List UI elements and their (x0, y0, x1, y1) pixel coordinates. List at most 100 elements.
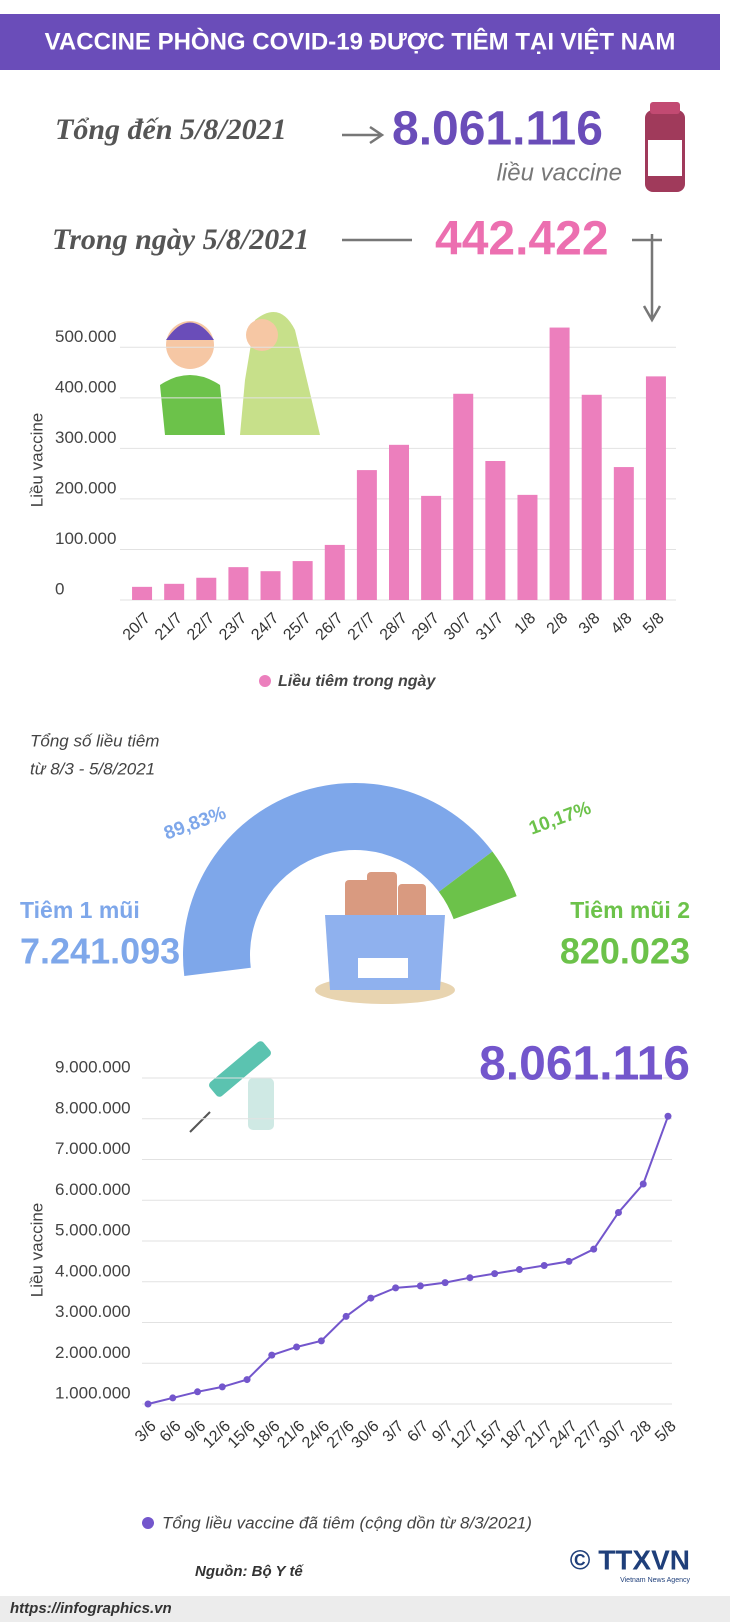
pie-title: Tổng số liều tiêm (30, 731, 159, 750)
today-label: Trong ngày 5/8/2021 (52, 223, 309, 256)
bar (645, 376, 666, 600)
y-tick-label: 4.000.000 (55, 1261, 131, 1280)
x-tick-label: 30/6 (349, 1418, 383, 1452)
y-tick-label: 1.000.000 (55, 1384, 131, 1403)
x-tick-label: 25/7 (280, 610, 314, 644)
point (466, 1274, 474, 1282)
bar (453, 393, 474, 600)
y-tick-label: 7.000.000 (55, 1139, 131, 1158)
point (169, 1394, 177, 1402)
y-tick-label: 6.000.000 (55, 1180, 131, 1199)
x-tick-label: 26/7 (313, 610, 347, 644)
bar (421, 495, 442, 600)
pie-slice (438, 851, 517, 920)
total-label: Tổng đến 5/8/2021 (55, 113, 287, 146)
y-tick-label: 2.000.000 (55, 1343, 131, 1362)
line (147, 1115, 669, 1406)
title: VACCINE PHÒNG COVID-19 ĐƯỢC TIÊM TẠI VIỆ… (45, 27, 676, 55)
bar (260, 571, 281, 600)
bar (196, 577, 217, 600)
bar (389, 444, 409, 600)
vial-icon (645, 102, 685, 192)
x-tick-label: 30/7 (596, 1418, 630, 1452)
x-tick-label: 2/8 (627, 1418, 655, 1446)
slice-total: 820.023 (560, 931, 690, 972)
x-tick-label: 2/8 (544, 610, 572, 638)
point (565, 1257, 573, 1265)
x-tick-label: 3/6 (132, 1418, 160, 1446)
legend-label: Liều tiêm trong ngày (278, 673, 436, 690)
box-illustration (315, 872, 455, 1004)
point (639, 1180, 647, 1188)
point (367, 1294, 375, 1302)
url: https://infographics.vn (10, 1600, 172, 1617)
x-tick-label: 4/8 (608, 610, 636, 638)
arrow (632, 234, 662, 323)
y-tick-label: 5.000.000 (55, 1221, 131, 1240)
title-band (0, 14, 720, 70)
x-tick-label: 5/8 (652, 1418, 680, 1446)
point (268, 1351, 276, 1359)
point (144, 1400, 152, 1408)
y-tick-label: 0 (55, 579, 64, 598)
x-tick-label: 6/6 (157, 1418, 185, 1446)
pie-slice (182, 783, 493, 976)
point (540, 1261, 548, 1269)
x-tick-label: 24/7 (248, 610, 282, 644)
point (342, 1312, 350, 1320)
bar (164, 583, 185, 600)
point (515, 1266, 523, 1274)
x-tick-label: 31/7 (473, 610, 507, 644)
y-tick-label: 200.000 (55, 478, 116, 497)
x-tick-label: 29/7 (409, 610, 443, 644)
x-tick-label: 27/7 (345, 610, 379, 644)
bar (132, 586, 153, 600)
pie-title: từ 8/3 - 5/8/2021 (30, 759, 155, 778)
x-tick-label: 20/7 (120, 610, 154, 644)
slice-total: 7.241.093 (20, 931, 180, 972)
point (614, 1209, 622, 1216)
slice-label: 89,83% (161, 803, 229, 845)
syringe-illustration (189, 1041, 274, 1133)
x-tick-label: 1/8 (512, 610, 540, 638)
y-axis-label: Liều vaccine (27, 413, 46, 508)
y-tick-label: 300.000 (55, 428, 116, 447)
arrow (342, 125, 385, 145)
footer-band (0, 1596, 730, 1622)
x-tick-label: 28/7 (377, 610, 411, 644)
slice-name: Tiêm mũi 2 (570, 897, 690, 923)
point (416, 1282, 424, 1290)
nurse-illustration (160, 312, 320, 435)
annotation: 8.061.116 (479, 1038, 690, 1091)
y-axis-label: Liều vaccine (27, 1203, 46, 1298)
bar (292, 561, 313, 600)
y-tick-label: 100.000 (55, 529, 116, 548)
bar (517, 494, 538, 600)
total-unit: liều vaccine (497, 159, 622, 186)
legend-marker (142, 1517, 154, 1529)
logo: © TTXVN (570, 1544, 690, 1575)
y-tick-label: 3.000.000 (55, 1302, 131, 1321)
point (392, 1284, 400, 1292)
bar (485, 461, 506, 600)
legend-label: Tổng liều vaccine đã tiêm (cộng dồn từ 8… (162, 1513, 532, 1532)
bar (324, 544, 345, 600)
legend-marker (259, 675, 271, 687)
bar (549, 327, 570, 600)
point (293, 1343, 301, 1351)
point (218, 1383, 226, 1391)
slice-label: 10,17% (526, 798, 594, 840)
x-tick-label: 3/8 (576, 610, 604, 638)
x-tick-label: 21/7 (152, 610, 186, 644)
point (317, 1337, 325, 1345)
point (194, 1388, 202, 1396)
y-tick-label: 400.000 (55, 377, 116, 396)
slice-name: Tiêm 1 mũi (20, 897, 140, 923)
point (491, 1270, 499, 1278)
bar (613, 467, 634, 600)
total-value: 8.061.116 (392, 103, 603, 156)
x-tick-label: 6/7 (404, 1418, 432, 1446)
x-tick-label: 3/7 (380, 1418, 408, 1446)
